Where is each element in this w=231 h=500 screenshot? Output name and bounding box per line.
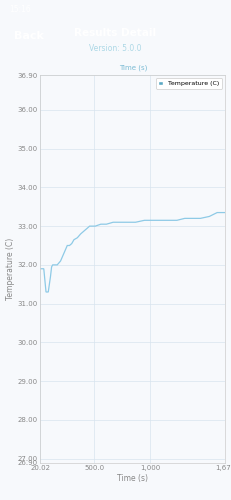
X-axis label: Time (s): Time (s) — [117, 474, 148, 483]
Text: 15:16: 15:16 — [9, 6, 31, 15]
Text: Back: Back — [14, 31, 44, 41]
Y-axis label: Temperature (C): Temperature (C) — [6, 238, 15, 300]
Text: Time (s): Time (s) — [119, 64, 147, 71]
Text: Version: 5.0.0: Version: 5.0.0 — [89, 44, 142, 54]
Text: Results Detail: Results Detail — [74, 28, 157, 38]
Legend: Temperature (C): Temperature (C) — [156, 78, 222, 88]
